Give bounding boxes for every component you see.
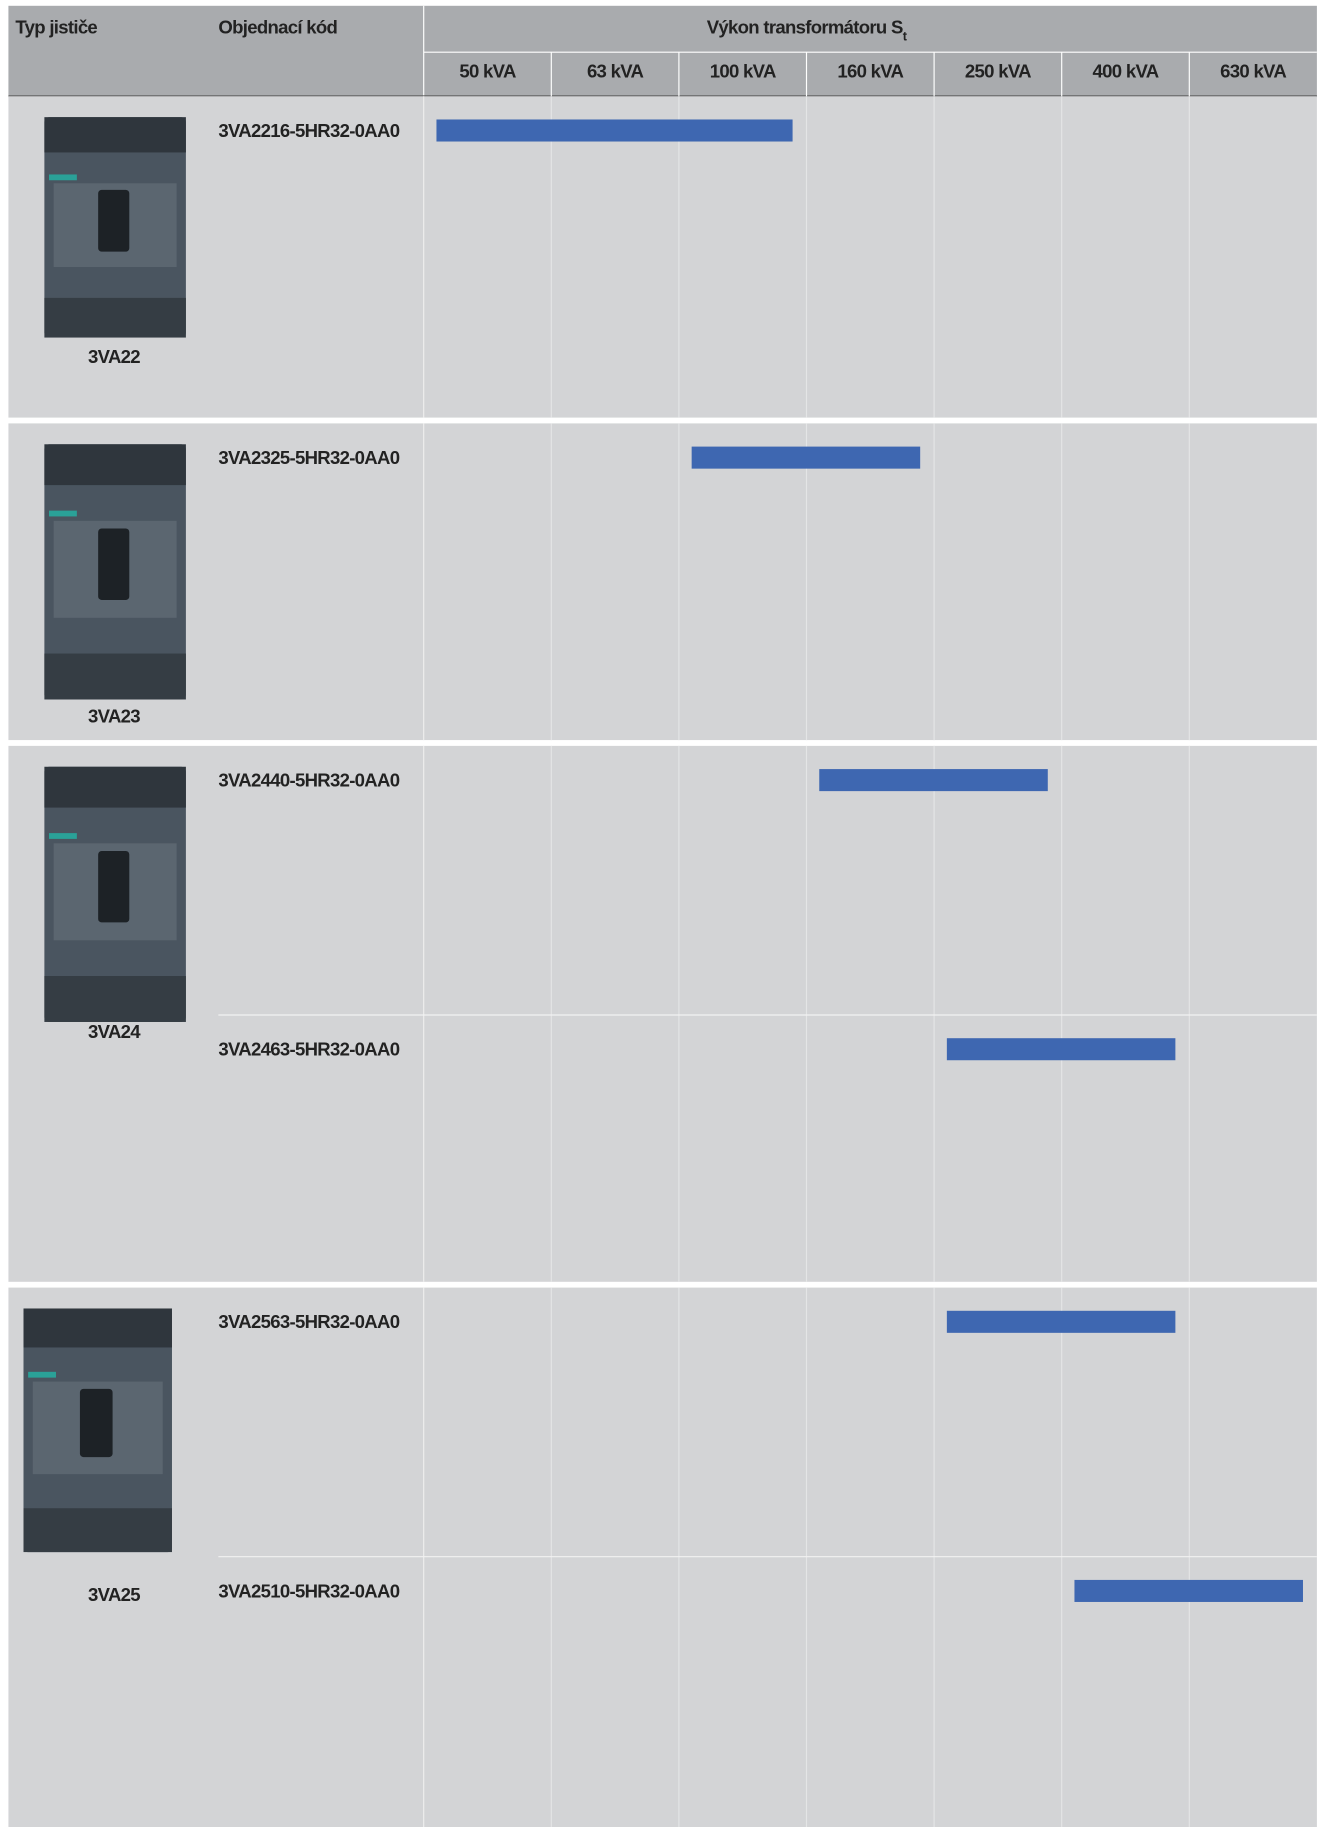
col-code-heading: Objednací kód <box>218 17 337 38</box>
column-heading: 250 kVA <box>965 61 1031 82</box>
device-brand <box>28 1372 56 1378</box>
group-row: 3VA25 3VA2563-5HR32-0AA0 3VA2510-5HR32-0AA… <box>8 1288 1316 1827</box>
device-handle <box>80 1389 113 1457</box>
range-bar <box>436 119 792 141</box>
order-code: 3VA2440-5HR32-0AA0 <box>218 769 399 790</box>
range-bar <box>947 1311 1176 1333</box>
row-bg <box>8 96 1316 417</box>
device-brand <box>49 174 77 180</box>
column-heading: 630 kVA <box>1220 61 1286 82</box>
device-bottom <box>44 654 186 700</box>
row-bg <box>8 746 1316 1282</box>
group-row: 3VA22 3VA2216-5HR32-0AA0 <box>8 96 1316 417</box>
group-row: 3VA23 3VA2325-5HR32-0AA0 <box>8 423 1316 740</box>
order-code: 3VA2563-5HR32-0AA0 <box>218 1311 399 1332</box>
device-top <box>24 1308 172 1347</box>
device-handle <box>98 851 129 922</box>
col-type-heading: Typ jističe <box>15 17 97 38</box>
range-bar <box>692 447 921 469</box>
range-bar <box>947 1038 1176 1060</box>
device-brand <box>49 511 77 517</box>
column-heading: 63 kVA <box>587 61 644 82</box>
power-heading-main: Výkon transformátoru S <box>707 17 903 38</box>
device-top <box>44 117 186 152</box>
order-code: 3VA2510-5HR32-0AA0 <box>218 1580 399 1601</box>
device-top <box>44 767 186 808</box>
column-heading: 100 kVA <box>710 61 776 82</box>
device-handle <box>98 190 129 252</box>
group-row: 3VA24 3VA2440-5HR32-0AA0 3VA2463-5HR32-0AA… <box>8 746 1316 1282</box>
table: Typ jističe Objednací kód Výkon transfor… <box>0 0 1323 1827</box>
range-bar <box>1074 1580 1303 1602</box>
order-code: 3VA2325-5HR32-0AA0 <box>218 447 399 468</box>
device-handle <box>98 528 129 599</box>
column-heading: 400 kVA <box>1093 61 1159 82</box>
column-heading: 50 kVA <box>459 61 516 82</box>
device-bottom <box>44 298 186 338</box>
order-code: 3VA2216-5HR32-0AA0 <box>218 120 399 141</box>
breaker-type: 3VA23 <box>88 706 140 727</box>
breaker-type: 3VA25 <box>88 1584 140 1605</box>
device-bottom <box>44 976 186 1022</box>
device-brand <box>49 833 77 839</box>
header-bg <box>8 6 1316 96</box>
device-top <box>44 444 186 485</box>
breaker-type: 3VA24 <box>88 1021 141 1042</box>
page: Typ jističe Objednací kód Výkon transfor… <box>0 0 1323 1827</box>
device-bottom <box>24 1508 172 1552</box>
column-heading: 160 kVA <box>837 61 903 82</box>
range-bar <box>819 769 1048 791</box>
order-code: 3VA2463-5HR32-0AA0 <box>218 1039 399 1060</box>
breaker-type: 3VA22 <box>88 346 140 367</box>
row-bg <box>8 423 1316 740</box>
